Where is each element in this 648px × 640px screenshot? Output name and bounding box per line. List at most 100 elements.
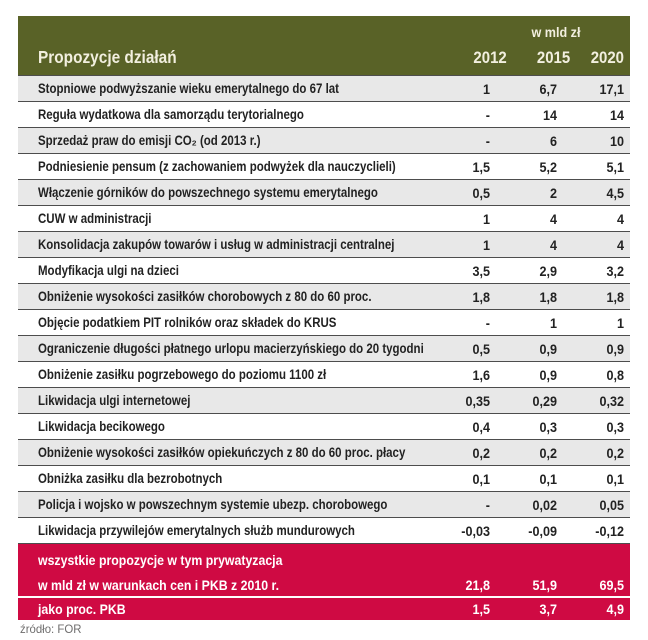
row-value-2015: 0,02 — [532, 496, 557, 513]
table-row: Obniżenie wysokości zasiłków chorobowych… — [18, 283, 630, 309]
row-value-2012: 0,1 — [472, 470, 490, 487]
row-value-2015: 1,8 — [539, 288, 557, 305]
row-label: Obniżenie zasiłku pogrzebowego do poziom… — [38, 367, 327, 382]
row-value-2020: 3,2 — [606, 262, 624, 279]
unit-label-row: w mld zł — [38, 24, 624, 40]
table-row: Włączenie górników do powszechnego syste… — [18, 179, 630, 205]
row-value-2020: 10 — [609, 132, 624, 149]
row-label: Ograniczenie długości płatnego urlopu ma… — [38, 341, 424, 356]
summary-value-2015: 51,9 — [532, 577, 557, 593]
table-body: Stopniowe podwyższanie wieku emerytalneg… — [18, 75, 630, 543]
row-value-2020: 0,3 — [606, 418, 624, 435]
row-value-2012: 0,35 — [465, 392, 490, 409]
row-value-2012: - — [485, 496, 490, 513]
summary-line1: wszystkie propozycje w tym prywatyzacja — [38, 551, 283, 568]
table-row: Policja i wojsko w powszechnym systemie … — [18, 491, 630, 517]
row-label: Likwidacja przywilejów emerytalnych służ… — [38, 523, 355, 538]
row-value-2015: 2 — [549, 184, 557, 201]
table-row: Obniżka zasiłku dla bezrobotnych 0,1 0,1… — [18, 465, 630, 491]
summary-section: wszystkie propozycje w tym prywatyzacja … — [18, 543, 630, 620]
row-value-2012: 0,5 — [472, 340, 490, 357]
row-value-2020: 0,32 — [599, 392, 624, 409]
row-value-2015: 6,7 — [539, 80, 557, 97]
table-row: Obniżenie zasiłku pogrzebowego do poziom… — [18, 361, 630, 387]
row-value-2012: - — [485, 106, 490, 123]
row-label: Podniesienie pensum (z zachowaniem podwy… — [38, 159, 396, 174]
row-label: Sprzedaż praw do emisji CO₂ (od 2013 r.) — [38, 133, 261, 148]
row-value-2015: -0,09 — [528, 522, 557, 539]
table-row: Objęcie podatkiem PIT rolników oraz skła… — [18, 309, 630, 335]
row-value-2015: 4 — [549, 236, 557, 253]
row-value-2015: 4 — [549, 210, 557, 227]
table-row: Ograniczenie długości płatnego urlopu ma… — [18, 335, 630, 361]
row-value-2020: -0,12 — [595, 522, 624, 539]
row-label: Obniżenie wysokości zasiłków chorobowych… — [38, 289, 372, 304]
row-value-2020: 0,1 — [606, 470, 624, 487]
summary-line2-label: w mld zł w warunkach cen i PKB z 2010 r. — [38, 577, 280, 593]
row-value-2012: - — [485, 314, 490, 331]
row-label: Włączenie górników do powszechnego syste… — [38, 185, 378, 200]
row-value-2020: 4 — [616, 210, 624, 227]
row-value-2015: 5,2 — [539, 158, 557, 175]
row-value-2015: 0,3 — [539, 418, 557, 435]
table-header: w mld zł Propozycje działań 2012 2015 20… — [18, 16, 630, 75]
summary-value-2020: 69,5 — [599, 577, 624, 593]
table-row: CUW w administracji 1 4 4 — [18, 205, 630, 231]
table-row: Reguła wydatkowa dla samorządu terytoria… — [18, 101, 630, 127]
row-value-2012: -0,03 — [461, 522, 490, 539]
row-value-2020: 0,8 — [606, 366, 624, 383]
summary-divider — [18, 596, 630, 598]
row-label: CUW w administracji — [38, 211, 152, 226]
table-title: Propozycje działań — [38, 47, 177, 67]
row-value-2015: 14 — [542, 106, 557, 123]
row-value-2012: 1,8 — [472, 288, 490, 305]
row-label: Likwidacja becikowego — [38, 419, 165, 434]
table-row: Stopniowe podwyższanie wieku emerytalneg… — [18, 75, 630, 101]
table-row: Obniżenie wysokości zasiłków opiekuńczyc… — [18, 439, 630, 465]
row-label: Stopniowe podwyższanie wieku emerytalneg… — [38, 81, 339, 96]
column-header-2012: 2012 — [473, 48, 507, 67]
unit-label: w mld zł — [530, 24, 580, 40]
row-value-2015: 0,29 — [532, 392, 557, 409]
row-value-2020: 0,05 — [599, 496, 624, 513]
column-header-2020: 2020 — [590, 48, 624, 67]
table-row: Konsolidacja zakupów towarów i usług w a… — [18, 231, 630, 257]
row-label: Modyfikacja ulgi na dzieci — [38, 263, 179, 278]
row-value-2012: 0,2 — [472, 444, 490, 461]
row-value-2012: 1 — [482, 236, 490, 253]
row-label: Policja i wojsko w powszechnym systemie … — [38, 497, 388, 512]
row-label: Objęcie podatkiem PIT rolników oraz skła… — [38, 315, 337, 330]
row-label: Reguła wydatkowa dla samorządu terytoria… — [38, 107, 304, 122]
row-value-2012: 1,5 — [472, 158, 490, 175]
row-value-2020: 0,9 — [606, 340, 624, 357]
row-value-2020: 4 — [616, 236, 624, 253]
row-value-2020: 1 — [616, 314, 624, 331]
row-value-2015: 2,9 — [539, 262, 557, 279]
row-value-2012: 0,4 — [472, 418, 490, 435]
row-value-2012: - — [485, 132, 490, 149]
row-value-2015: 0,2 — [539, 444, 557, 461]
row-label: Obniżenie wysokości zasiłków opiekuńczyc… — [38, 445, 406, 460]
row-value-2020: 17,1 — [599, 80, 624, 97]
column-header-row: Propozycje działań 2012 2015 2020 — [38, 47, 624, 68]
row-value-2020: 14 — [609, 106, 624, 123]
row-value-2020: 0,2 — [606, 444, 624, 461]
row-label: Obniżka zasiłku dla bezrobotnych — [38, 471, 223, 486]
table-row: Likwidacja becikowego 0,4 0,3 0,3 — [18, 413, 630, 439]
row-value-2015: 6 — [549, 132, 557, 149]
summary-pkb-row: jako proc. PKB 1,5 3,7 4,9 — [18, 598, 630, 620]
row-label: Konsolidacja zakupów towarów i usług w a… — [38, 237, 395, 252]
row-value-2020: 1,8 — [606, 288, 624, 305]
summary-pkb-2012: 1,5 — [472, 601, 490, 617]
table-row: Likwidacja ulgi internetowej 0,35 0,29 0… — [18, 387, 630, 413]
summary-value-2012: 21,8 — [465, 577, 490, 593]
row-label: Likwidacja ulgi internetowej — [38, 393, 191, 408]
row-value-2012: 1 — [482, 80, 490, 97]
summary-pkb-label: jako proc. PKB — [38, 601, 126, 617]
row-value-2020: 5,1 — [606, 158, 624, 175]
row-value-2012: 1 — [482, 210, 490, 227]
row-value-2015: 1 — [549, 314, 557, 331]
summary-total-row: wszystkie propozycje w tym prywatyzacja … — [18, 544, 630, 596]
column-header-2015: 2015 — [536, 48, 571, 67]
row-value-2015: 0,9 — [539, 340, 557, 357]
